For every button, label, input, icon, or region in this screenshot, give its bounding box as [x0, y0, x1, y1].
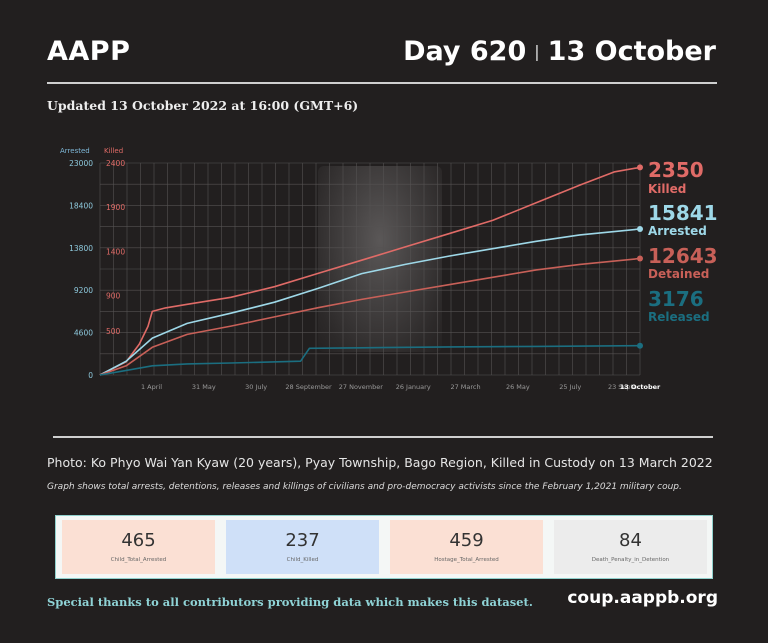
y-tick-label-killed: 500: [106, 327, 121, 336]
y-tick-label-arrested: 0: [88, 371, 93, 380]
series-label-released: Released: [648, 310, 710, 324]
stat-label: Hostage_Total_Arrested: [434, 557, 499, 563]
series-value-detained: 12643: [648, 244, 718, 268]
stat-card-child-arrested: 465 Child_Total_Arrested: [62, 520, 215, 574]
separator: |: [534, 42, 540, 61]
day-date: 13 October: [547, 36, 716, 67]
y-tick-label-killed: 2400: [106, 159, 125, 168]
series-value-killed: 2350: [648, 158, 704, 182]
thanks-note: Special thanks to all contributors provi…: [47, 595, 533, 609]
y-tick-label-killed: 1900: [106, 203, 125, 212]
stats-panel: 465 Child_Total_Arrested 237 Child_Kille…: [55, 515, 713, 579]
casualty-chart: Arrested Killed 0 4600 9200 13800 18400 23000 50…: [60, 147, 718, 391]
x-tick-label: 27 November: [339, 383, 383, 391]
x-tick-label: 25 July: [559, 383, 581, 391]
series-line-released: [99, 344, 641, 376]
series-value-released: 3176: [648, 287, 704, 311]
series-label-detained: Detained: [648, 267, 709, 281]
x-tick-label: 28 September: [285, 383, 332, 391]
stat-card-child-killed: 237 Child_Killed: [226, 520, 379, 574]
y-tick-label-arrested: 4600: [74, 329, 93, 338]
stat-value: 465: [121, 530, 156, 551]
stat-value: 237: [285, 530, 320, 551]
stat-value: 459: [449, 530, 484, 551]
series-end-point-detained: [637, 255, 643, 262]
y-tick-label-arrested: 9200: [74, 286, 93, 295]
day-counter: Day 620 | 13 October: [403, 36, 716, 67]
photo-caption: Photo: Ko Phyo Wai Yan Kyaw (20 years), …: [47, 455, 713, 470]
series-label-killed: Killed: [648, 182, 686, 196]
org-title: AAPP: [47, 36, 131, 67]
series-value-arrested: 15841: [648, 201, 718, 225]
series-end-point-released: [637, 342, 643, 349]
website-link[interactable]: coup.aappb.org: [567, 588, 718, 608]
right-axis-title: Killed: [104, 147, 123, 155]
x-tick-label: 30 July: [245, 383, 267, 391]
series-end-point-killed: [637, 164, 643, 171]
x-tick-label: 26 January: [396, 383, 431, 391]
stat-label: Child_Total_Arrested: [110, 557, 167, 563]
day-number: Day 620: [403, 36, 527, 67]
stat-card-hostage-arrested: 459 Hostage_Total_Arrested: [390, 520, 543, 574]
stat-label: Child_Killed: [286, 557, 319, 563]
x-tick-label: 27 March: [450, 383, 480, 391]
left-axis-title: Arrested: [60, 147, 90, 155]
stat-card-death-penalty: 84 Death_Penalty_in_Detention: [554, 520, 707, 574]
graph-note: Graph shows total arrests, detentions, r…: [47, 482, 682, 492]
x-tick-label: 1 April: [141, 383, 162, 391]
y-tick-label-arrested: 23000: [69, 159, 93, 168]
header-divider: [47, 82, 717, 84]
series-label-arrested: Arrested: [648, 224, 707, 238]
portrait-photo: [318, 166, 442, 352]
x-tick-label: 23 Septe: [608, 383, 637, 391]
caption-divider: [53, 436, 713, 438]
stat-value: 84: [619, 530, 642, 551]
y-tick-label-arrested: 18400: [69, 201, 93, 210]
series-line-arrested: [99, 228, 641, 376]
series-line-detained: [99, 257, 641, 376]
series-line-killed: [99, 166, 641, 376]
stat-label: Death_Penalty_in_Detention: [591, 557, 670, 563]
y-tick-label-killed: 900: [106, 292, 121, 301]
y-tick-label-arrested: 13800: [69, 244, 93, 253]
y-tick-label-killed: 1400: [106, 247, 125, 256]
updated-timestamp: Updated 13 October 2022 at 16:00 (GMT+6): [47, 98, 359, 113]
x-tick-label: 26 May: [506, 383, 530, 391]
x-tick-label: 13 October: [620, 383, 661, 391]
x-tick-label: 31 May: [192, 383, 216, 391]
series-end-point-arrested: [637, 225, 643, 232]
